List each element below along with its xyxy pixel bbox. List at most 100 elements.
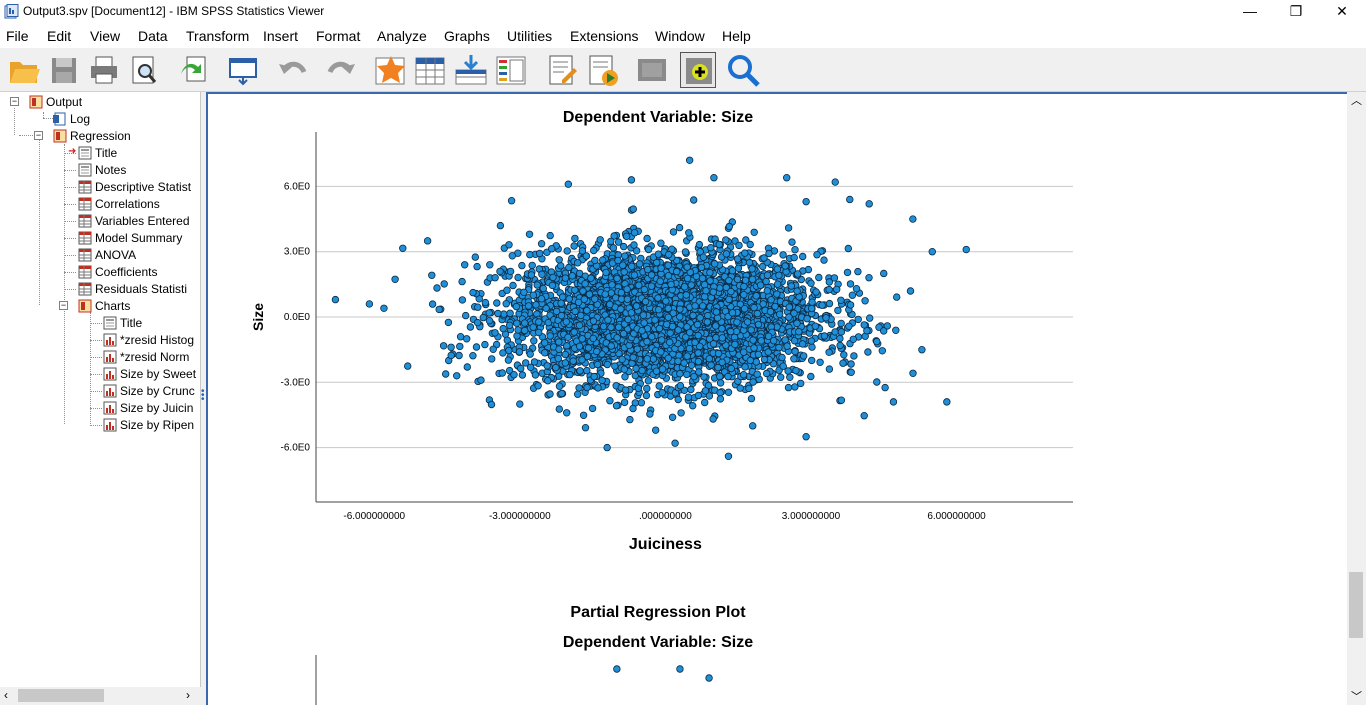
- tree-item-chart-4[interactable]: Size by Crunc: [103, 383, 195, 399]
- designate-window-icon[interactable]: [544, 52, 580, 88]
- tree-item-descriptive-statist[interactable]: Descriptive Statist: [78, 179, 191, 195]
- scroll-up-icon[interactable]: ︿: [1351, 95, 1362, 107]
- scatter-point: [697, 263, 706, 272]
- scatter-point: [561, 359, 569, 367]
- scroll-thumb[interactable]: [18, 689, 104, 702]
- content-vertical-scrollbar[interactable]: ︿ ﹀: [1347, 92, 1366, 705]
- tree-item-anova[interactable]: ANOVA: [78, 247, 136, 263]
- tree-item-variables-entered[interactable]: Variables Entered: [78, 213, 190, 229]
- menu-window[interactable]: Window: [655, 28, 705, 44]
- goto-variable-icon[interactable]: [413, 52, 449, 88]
- scatter-point: [767, 296, 775, 304]
- tree-item-chart-3[interactable]: Size by Sweet: [103, 366, 196, 382]
- menu-analyze[interactable]: Analyze: [377, 28, 427, 44]
- menu-format[interactable]: Format: [316, 28, 361, 44]
- scatter-point: [750, 303, 758, 312]
- tree-item-correlations[interactable]: Correlations: [78, 196, 160, 212]
- scatter-point: [837, 319, 845, 328]
- insert-cases-icon[interactable]: [453, 52, 489, 88]
- select-icon[interactable]: [634, 52, 670, 88]
- scatter-point: [499, 349, 507, 357]
- scatter-point: [555, 338, 563, 346]
- menu-view[interactable]: View: [90, 28, 121, 44]
- tree-item-chart-2[interactable]: *zresid Norm: [103, 349, 189, 365]
- scatter-point: [561, 350, 569, 359]
- tree-item-chart-5[interactable]: Size by Juicin: [103, 400, 193, 416]
- restore-button[interactable]: ❐: [1289, 3, 1303, 19]
- scroll-right-icon[interactable]: ›: [186, 688, 190, 702]
- scatter-point: [518, 261, 526, 270]
- menu-edit[interactable]: Edit: [47, 28, 72, 44]
- tree-item-chart-0[interactable]: Title: [103, 315, 142, 331]
- export-icon[interactable]: [176, 52, 212, 88]
- scatter-point: [536, 249, 544, 258]
- menu-insert[interactable]: Insert: [263, 28, 299, 44]
- menu-data[interactable]: Data: [138, 28, 168, 44]
- expand-charts-toggle[interactable]: −: [59, 300, 68, 310]
- scatter-chart[interactable]: 6.0E0 3.0E0 0.0E0 -3.0E0 -6.0E0 -6.000000000 -…: [208, 94, 1208, 574]
- open-icon[interactable]: [6, 52, 42, 88]
- pane-splitter[interactable]: • • •: [201, 92, 206, 705]
- tree-item-log[interactable]: Log: [53, 111, 90, 127]
- save-icon[interactable]: [46, 52, 82, 88]
- x-tick-label: 6.000000000: [927, 511, 986, 522]
- scatter-point: [724, 452, 733, 460]
- scatter-point: [403, 362, 412, 370]
- tree-item-output[interactable]: Output: [29, 94, 82, 110]
- scatter-point: [683, 263, 691, 271]
- scatter-point: [725, 276, 733, 285]
- scatter-point: [873, 337, 881, 346]
- scatter-point: [534, 382, 542, 390]
- scatter-point: [563, 247, 571, 255]
- print-preview-icon[interactable]: [126, 52, 162, 88]
- scroll-left-icon[interactable]: ‹: [4, 688, 8, 702]
- variables-icon[interactable]: [493, 52, 529, 88]
- scatter-point: [760, 355, 769, 364]
- scatter-point: [499, 324, 507, 333]
- scatter-point: [680, 283, 689, 291]
- tree-item-charts[interactable]: Charts: [78, 298, 130, 314]
- scatter-point: [725, 222, 733, 231]
- scatter-point: [617, 288, 625, 297]
- menu-graphs[interactable]: Graphs: [444, 28, 490, 44]
- menu-extensions[interactable]: Extensions: [570, 28, 639, 44]
- menu-help[interactable]: Help: [722, 28, 751, 44]
- tree-item-label: Size by Sweet: [120, 367, 197, 381]
- print-icon[interactable]: [86, 52, 122, 88]
- scatter-chart-2[interactable]: [208, 655, 1208, 705]
- expand-output-toggle[interactable]: −: [10, 96, 19, 106]
- search-icon[interactable]: [725, 52, 761, 88]
- menu-file[interactable]: File: [6, 28, 29, 44]
- regression-book-icon: [53, 129, 67, 143]
- tree-item-model-summary[interactable]: Model Summary: [78, 230, 182, 246]
- undo-icon[interactable]: [276, 52, 312, 88]
- minimize-button[interactable]: —: [1243, 3, 1257, 19]
- expand-regression-toggle[interactable]: −: [34, 130, 43, 140]
- menu-utilities[interactable]: Utilities: [507, 28, 553, 44]
- tree-item-coefficients[interactable]: Coefficients: [78, 264, 157, 280]
- scatter-point: [655, 382, 663, 390]
- redo-icon[interactable]: [322, 52, 358, 88]
- menu-transform[interactable]: Transform: [186, 28, 250, 44]
- outline-horizontal-scrollbar[interactable]: ‹ ›: [0, 687, 201, 705]
- tree-item-chart-6[interactable]: Size by Ripen: [103, 417, 194, 433]
- scatter-point: [433, 284, 441, 292]
- x-tick-label: -6.000000000: [343, 511, 405, 522]
- tree-item-chart-1[interactable]: *zresid Histog: [103, 332, 194, 348]
- scatter-point: [543, 362, 551, 370]
- tree-item-notes[interactable]: Notes: [78, 162, 126, 178]
- tree-item-regression[interactable]: Regression: [53, 128, 131, 144]
- goto-case-icon[interactable]: [373, 52, 409, 88]
- scatter-point: [579, 411, 588, 419]
- content-scroll-thumb[interactable]: [1349, 572, 1363, 638]
- scatter-point: [763, 287, 771, 295]
- recall-dialog-icon[interactable]: [226, 52, 262, 88]
- close-button[interactable]: ✕: [1336, 3, 1348, 19]
- tree-item-title[interactable]: Title: [78, 145, 117, 161]
- add-output-icon[interactable]: [680, 52, 716, 88]
- run-script-icon[interactable]: [584, 52, 620, 88]
- tree-item-residuals-statisti[interactable]: Residuals Statisti: [78, 281, 187, 297]
- scatter-point: [620, 268, 628, 276]
- scroll-down-icon[interactable]: ﹀: [1351, 691, 1362, 703]
- scatter-point: [741, 276, 750, 284]
